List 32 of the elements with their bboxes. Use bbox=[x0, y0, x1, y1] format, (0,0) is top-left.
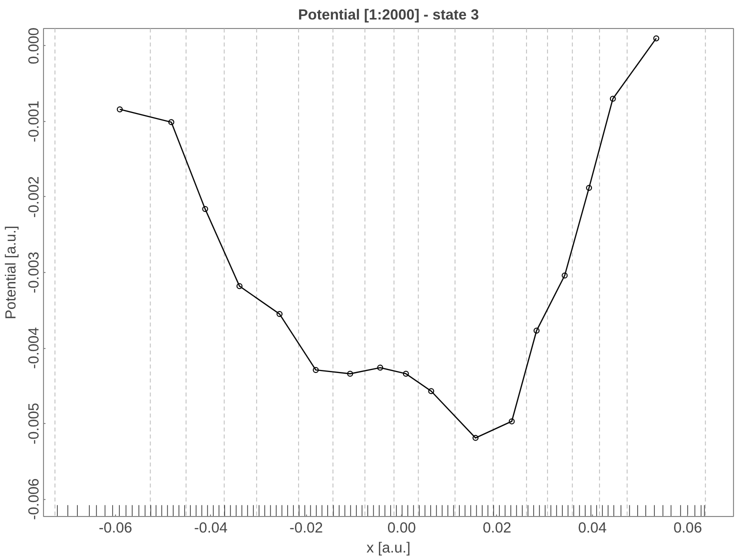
point bbox=[312, 366, 319, 373]
x-tick-label: 0.02 bbox=[482, 520, 512, 536]
y-tick-label: -0.003 bbox=[26, 252, 42, 294]
x-tick-label: 0.04 bbox=[578, 520, 607, 536]
point bbox=[610, 96, 616, 102]
y-axis-title: Potential [a.u.] bbox=[4, 226, 20, 320]
point bbox=[586, 184, 592, 191]
x-tick-label: -0.06 bbox=[98, 520, 132, 536]
y-tick-label: 0.000 bbox=[26, 28, 42, 64]
point bbox=[402, 370, 409, 377]
chart-title: Potential [1:2000] - state 3 bbox=[298, 8, 479, 24]
point bbox=[347, 370, 354, 377]
point bbox=[276, 311, 283, 318]
y-tick-label: -0.005 bbox=[26, 402, 42, 444]
y-tick-label: -0.006 bbox=[26, 478, 42, 520]
point bbox=[562, 272, 568, 279]
x-tick-label: -0.04 bbox=[194, 520, 228, 536]
x-tick-label: 0.06 bbox=[673, 520, 702, 536]
point bbox=[377, 364, 384, 371]
point bbox=[534, 328, 540, 334]
point bbox=[168, 119, 174, 126]
point bbox=[508, 418, 515, 424]
x-tick-label: 0.00 bbox=[387, 520, 416, 536]
point bbox=[428, 388, 434, 394]
y-tick-label: -0.002 bbox=[26, 176, 42, 218]
x-axis-title: x [a.u.] bbox=[366, 540, 411, 556]
x-tick-label: -0.02 bbox=[290, 520, 323, 536]
y-tick-label: -0.004 bbox=[26, 327, 42, 369]
point bbox=[472, 434, 479, 441]
point bbox=[236, 283, 242, 290]
point bbox=[202, 206, 208, 212]
y-tick-label: -0.001 bbox=[26, 100, 42, 142]
